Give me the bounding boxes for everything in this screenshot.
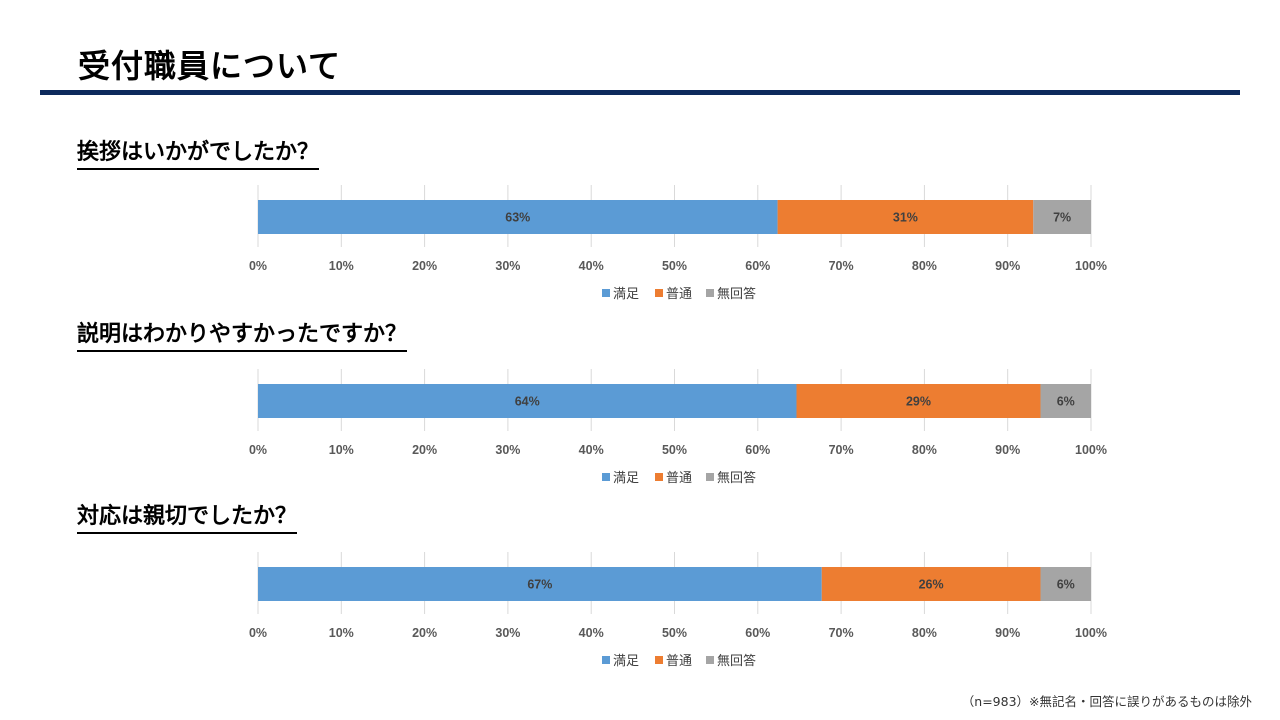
tick-label: 90%: [995, 443, 1020, 457]
bar-segment: [821, 567, 1041, 601]
chart-1: 63% 31% 7% 0% 10% 20% 30% 40% 50% 60% 70% 80% 90% 100…: [0, 185, 1280, 315]
bar-segment: [258, 200, 778, 234]
bar-segment: [1040, 384, 1091, 418]
tick-label: 50%: [662, 443, 687, 457]
legend-label: 普通: [666, 287, 692, 302]
bar-segment: [796, 384, 1041, 418]
tick-label: 20%: [412, 259, 437, 273]
tick-label: 100%: [1075, 626, 1107, 640]
legend-swatch: [602, 473, 610, 481]
data-label: 67%: [527, 578, 552, 592]
tick-label: 20%: [412, 626, 437, 640]
tick-label: 80%: [912, 443, 937, 457]
legend-swatch: [706, 656, 714, 664]
tick-label: 20%: [412, 443, 437, 457]
tick-label: 40%: [579, 443, 604, 457]
tick-label: 10%: [329, 626, 354, 640]
tick-label: 10%: [329, 443, 354, 457]
chart-2: 64% 29% 6% 0% 10% 20% 30% 40% 50% 60% 70% 80% 90% 100…: [0, 369, 1280, 499]
legend-swatch: [602, 289, 610, 297]
tick-label: 30%: [495, 443, 520, 457]
data-label: 31%: [893, 211, 918, 225]
legend-label: 満足: [613, 471, 639, 486]
question-1-title: 挨拶はいかがでしたか？: [77, 138, 320, 170]
data-label: 29%: [906, 395, 931, 409]
legend-swatch: [655, 473, 663, 481]
legend-swatch: [602, 656, 610, 664]
question-2-title: 説明はわかりやすかったですか？: [77, 320, 408, 352]
tick-label: 90%: [995, 259, 1020, 273]
legend-label: 無回答: [717, 653, 756, 669]
legend-swatch: [706, 473, 714, 481]
tick-label: 80%: [912, 626, 937, 640]
question-3-title: 対応は親切でしたか？: [77, 502, 298, 534]
tick-label: 0%: [249, 259, 267, 273]
tick-label: 70%: [829, 259, 854, 273]
tick-label: 100%: [1075, 259, 1107, 273]
tick-label: 30%: [495, 626, 520, 640]
data-label: 6%: [1057, 395, 1075, 409]
tick-label: 60%: [745, 443, 770, 457]
data-label: 64%: [515, 395, 540, 409]
tick-label: 50%: [662, 259, 687, 273]
tick-label: 40%: [579, 626, 604, 640]
legend-swatch: [706, 289, 714, 297]
tick-label: 90%: [995, 626, 1020, 640]
tick-label: 80%: [912, 259, 937, 273]
legend-label: 満足: [613, 654, 639, 669]
tick-label: 50%: [662, 626, 687, 640]
bar-segment: [258, 567, 822, 601]
chart-2-svg: 64% 29% 6% 0% 10% 20% 30% 40% 50% 60% 70% 80% 90% 100…: [249, 369, 1107, 486]
legend-label: 普通: [666, 471, 692, 486]
chart-1-svg: 63% 31% 7% 0% 10% 20% 30% 40% 50% 60% 70% 80% 90% 100…: [249, 185, 1107, 302]
tick-label: 10%: [329, 259, 354, 273]
legend-swatch: [655, 289, 663, 297]
tick-label: 0%: [249, 626, 267, 640]
tick-label: 60%: [745, 626, 770, 640]
chart-3: 67% 26% 6% 0% 10% 20% 30% 40% 50% 60% 70% 80% 90% 100…: [0, 552, 1280, 682]
chart-3-svg: 67% 26% 6% 0% 10% 20% 30% 40% 50% 60% 70% 80% 90% 100…: [249, 552, 1107, 669]
data-label: 6%: [1057, 578, 1075, 592]
legend-label: 無回答: [717, 286, 756, 302]
data-label: 63%: [505, 211, 530, 225]
tick-label: 70%: [829, 443, 854, 457]
tick-label: 70%: [829, 626, 854, 640]
footnote: （n=983）※無記名・回答に誤りがあるものは除外: [961, 694, 1252, 709]
legend-label: 普通: [666, 654, 692, 669]
title-rule: [40, 90, 1240, 95]
tick-label: 60%: [745, 259, 770, 273]
bar-segment: [1033, 200, 1091, 234]
tick-label: 0%: [249, 443, 267, 457]
legend-label: 無回答: [717, 470, 756, 486]
bar-segment: [1040, 567, 1091, 601]
data-label: 26%: [919, 578, 944, 592]
data-label: 7%: [1053, 211, 1071, 225]
legend-swatch: [655, 656, 663, 664]
legend-label: 満足: [613, 287, 639, 302]
page-title: 受付職員について: [78, 47, 342, 85]
tick-label: 40%: [579, 259, 604, 273]
tick-label: 100%: [1075, 443, 1107, 457]
bar-segment: [258, 384, 797, 418]
bar-segment: [777, 200, 1034, 234]
tick-label: 30%: [495, 259, 520, 273]
